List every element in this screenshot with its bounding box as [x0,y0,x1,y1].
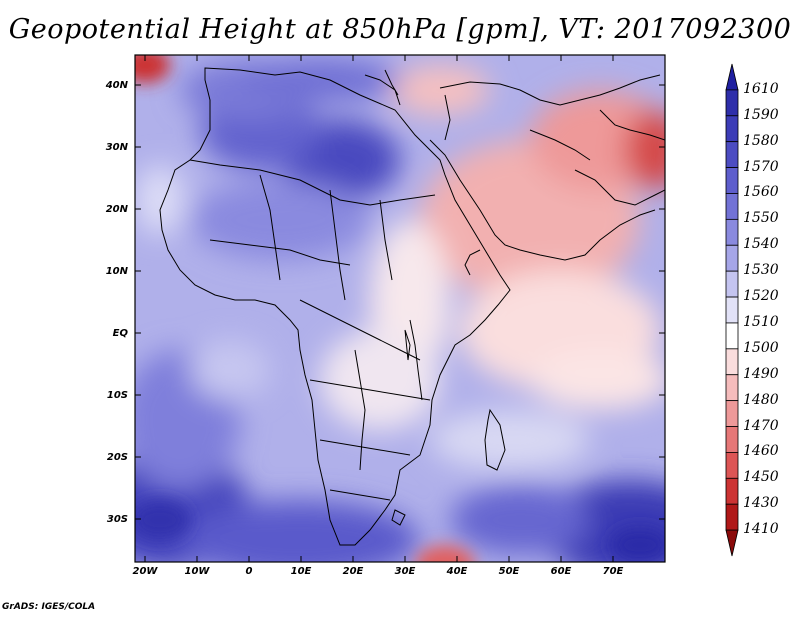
credit-text: GrADS: IGES/COLA [2,602,96,612]
lon-label-40e: 40E [446,566,468,577]
colorbar-label: 1580 [743,132,779,149]
colorbar-swatch [725,167,739,194]
colorbar-swatch [725,452,739,479]
colorbar-swatch [725,374,739,402]
colorbar-swatch [725,322,739,350]
colorbar-label: 1610 [743,80,779,97]
colorbar-label: 1550 [743,210,779,227]
colorbar-label: 1450 [743,469,779,486]
lon-label-70e: 70E [602,566,624,577]
axis-ticks [135,55,665,562]
colorbar-swatch [725,89,739,117]
lat-label-30s: 30S [106,514,128,525]
lat-label-20s: 20S [106,452,128,463]
lat-label-10n: 10N [105,266,128,277]
colorbar-label: 1500 [743,339,779,356]
lat-label-30n: 30N [105,142,128,153]
lon-label-50e: 50E [498,566,520,577]
lat-label-40n: 40N [105,80,128,91]
lon-label-20e: 20E [342,566,364,577]
lon-label-20w: 20W [132,566,158,577]
colorbar-bottom-arrow [725,529,739,557]
colorbar-label: 1470 [743,417,779,434]
colorbar-swatch [725,296,739,324]
colorbar-swatch [725,141,739,168]
height-field [135,55,665,562]
colorbar-label: 1560 [743,184,779,201]
colorbar-swatch [725,400,739,427]
colorbar-label: 1430 [743,495,779,512]
colorbar-swatch [725,503,739,531]
lon-label-10w: 10W [184,566,210,577]
colorbar-swatch [725,426,739,453]
lon-label-60e: 60E [550,566,572,577]
colorbar-top-arrow [725,63,739,91]
lat-label-eq: EQ [112,328,128,339]
colorbar-swatch [725,270,739,298]
colorbar-label: 1520 [743,288,779,305]
colorbar-label: 1540 [743,236,779,253]
colorbar-label: 1490 [743,365,779,382]
colorbar-swatch [725,193,739,220]
lon-label-10e: 10E [290,566,312,577]
colorbar-swatch [725,477,739,505]
lat-label-20n: 20N [105,204,128,215]
colorbar-swatch [725,218,739,246]
colorbar-swatch [725,244,739,272]
lon-label-0: 0 [245,566,253,577]
colorbar-swatch [725,348,739,376]
map-frame [134,54,666,563]
map-title: Geopotential Height at 850hPa [gpm], VT:… [8,14,792,45]
lon-label-30e: 30E [394,566,416,577]
lat-label-10s: 10S [106,390,128,401]
colorbar-label: 1410 [743,521,779,538]
colorbar-swatch [725,115,739,143]
coastlines [159,67,665,546]
colorbar-label: 1510 [743,313,779,330]
colorbar-label: 1530 [743,262,779,279]
colorbar-label: 1570 [743,158,779,175]
colorbar-label: 1480 [743,391,779,408]
colorbar-label: 1460 [743,443,779,460]
colorbar [725,63,739,557]
colorbar-label: 1590 [743,106,779,123]
